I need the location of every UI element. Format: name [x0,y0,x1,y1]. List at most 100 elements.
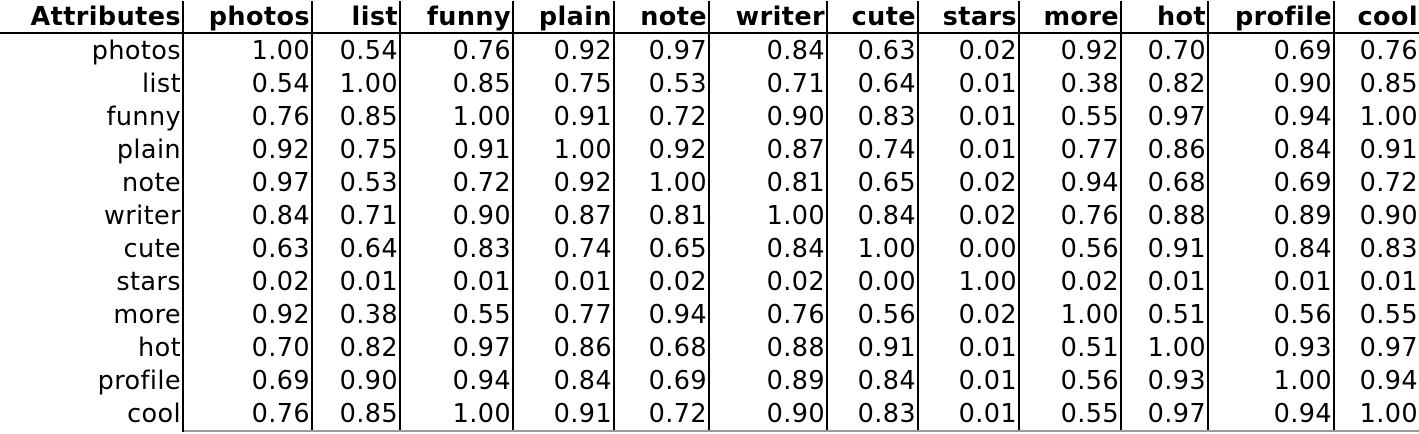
row-label: more [0,298,184,331]
table-cell: 0.75 [312,133,401,166]
table-cell: 0.75 [513,67,615,100]
table-cell: 1.00 [1208,364,1335,397]
column-header: hot [1121,1,1209,34]
table-cell: 0.01 [400,265,514,298]
table-cell: 0.90 [709,100,828,133]
table-cell: 0.97 [1359,332,1418,363]
table-cell: 0.72 [614,397,710,432]
table-cell: 0.92 [183,133,313,166]
table-cell: 0.82 [1121,67,1209,100]
row-label: writer [0,199,184,232]
table-cell: 1.00 [1359,101,1418,132]
table-cell: 1.00 [400,397,514,432]
column-header: note [614,1,710,34]
table-cell: 0.94 [1208,100,1335,133]
table-cell: 0.01 [918,331,1020,364]
table-cell: 0.72 [400,166,514,199]
table-cell: 0.92 [513,166,615,199]
header-row: Attributes photos list funny plain note write… [0,1,1419,34]
table-cell: 0.85 [312,397,401,432]
table-cell: 0.97 [1121,100,1209,133]
table-cell: 0.84 [1208,232,1335,265]
table-cell: 0.01 [918,133,1020,166]
table-cell: 0.64 [827,67,919,100]
table-cell: 0.51 [1121,298,1209,331]
table-cell: 0.81 [709,166,828,199]
table-cell: 0.91 [400,133,514,166]
table-cell: 1.00 [513,133,615,166]
column-header: writer [709,1,828,34]
table-cell: 1.00 [1121,331,1209,364]
table-cell: 0.00 [918,232,1020,265]
table-cell: 0.90 [1208,67,1335,100]
row-label: cool [0,397,184,431]
table-cell: 0.02 [918,199,1020,232]
table-cell: 0.94 [400,364,514,397]
table-cell: 0.83 [400,232,514,265]
table-cell: 0.92 [183,298,313,331]
table-cell: 0.71 [312,199,401,232]
corner-header: Attributes [0,1,184,34]
table-cell: 0.69 [614,364,710,397]
table-cell: 0.94 [1208,397,1335,432]
table-cell: 0.70 [1121,33,1209,67]
table-cell: 0.89 [1208,199,1335,232]
table-cell: 0.76 [1019,199,1122,232]
column-header: cute [827,1,919,34]
table-cell: 1.00 [1019,298,1122,331]
table-cell: 0.63 [183,232,313,265]
table-cell: 0.72 [1359,167,1418,198]
table-cell: 0.63 [827,33,919,67]
table-row: more 0.92 0.38 0.55 0.77 0.94 0.76 0.56 0.02 1.00… [0,298,1419,331]
table-cell: 0.88 [1121,199,1209,232]
table-cell: 0.72 [614,100,710,133]
table-cell: 0.91 [513,397,615,432]
table-cell: 0.97 [1121,397,1209,432]
table-cell: 0.85 [400,67,514,100]
table-cell: 0.01 [1359,266,1418,297]
table-cell: 0.84 [709,33,828,67]
table-cell: 0.91 [513,100,615,133]
table-cell: 0.02 [709,265,828,298]
column-header: list [312,1,401,34]
table-row: profile 0.69 0.90 0.94 0.84 0.69 0.89 0.84 0.01 0… [0,364,1419,397]
table-cell: 0.64 [312,232,401,265]
column-header: funny [400,1,514,34]
table-cell: 0.84 [1208,133,1335,166]
table-cell: 0.76 [1359,35,1418,66]
table-cell: 0.84 [827,199,919,232]
table-cell: 0.84 [183,199,313,232]
row-label: profile [0,364,184,397]
table-cell: 0.65 [827,166,919,199]
table-cell: 0.97 [183,166,313,199]
table-cell: 0.69 [1208,166,1335,199]
table-cell: 0.76 [183,397,313,432]
table-cell: 0.51 [1019,331,1122,364]
table-cell: 0.83 [827,100,919,133]
table-row: funny 0.76 0.85 1.00 0.91 0.72 0.90 0.83 0.01 0.5… [0,100,1419,133]
table-cell: 0.54 [183,67,313,100]
table-cell: 1.00 [183,33,313,67]
table-cell: 0.56 [1019,232,1122,265]
column-header: more [1019,1,1122,34]
table-cell: 0.91 [827,331,919,364]
table-cell: 0.76 [400,33,514,67]
table-cell: 0.93 [1121,364,1209,397]
table-row: hot 0.70 0.82 0.97 0.86 0.68 0.88 0.91 0.01 0.51 1… [0,331,1419,364]
table-cell: 0.90 [400,199,514,232]
table-cell: 0.83 [827,397,919,432]
table-cell: 0.85 [312,100,401,133]
table-cell: 0.74 [827,133,919,166]
table-cell: 0.91 [1359,134,1418,165]
table-cell: 0.89 [709,364,828,397]
table-cell: 0.38 [1019,67,1122,100]
column-header: cool [1334,1,1419,34]
table-cell: 1.00 [400,100,514,133]
column-header: profile [1208,1,1335,34]
table-cell: 0.01 [513,265,615,298]
column-header: stars [918,1,1020,34]
table-cell: 0.97 [614,33,710,67]
column-header: photos [183,1,313,34]
table-row: writer 0.84 0.71 0.90 0.87 0.81 1.00 0.84 0.02 0.… [0,199,1419,232]
